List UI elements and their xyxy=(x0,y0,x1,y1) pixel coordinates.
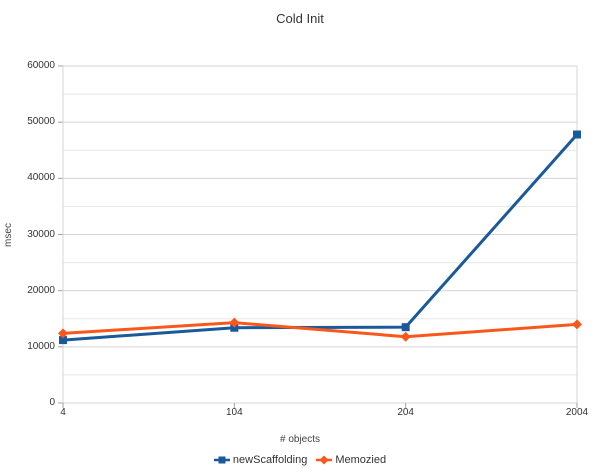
legend-diamond-icon xyxy=(316,455,333,465)
y-tick-label: 0 xyxy=(49,397,55,408)
series-marker-square xyxy=(573,130,581,139)
x-tick-label: 204 xyxy=(397,407,414,418)
series-line-0 xyxy=(62,133,579,342)
x-tick-label: 4 xyxy=(60,407,66,418)
y-tick-label: 60000 xyxy=(27,60,55,71)
legend-label: newScaffolding xyxy=(232,454,308,466)
series-line-1 xyxy=(62,321,578,339)
legend-square-icon xyxy=(213,456,230,464)
legend-label: Memozied xyxy=(335,454,387,466)
y-tick-label: 50000 xyxy=(27,116,55,128)
series-marker-diamond xyxy=(58,328,68,339)
y-tick-label: 20000 xyxy=(27,284,55,296)
x-tick-label: 2004 xyxy=(565,407,589,418)
series-marker-diamond xyxy=(400,331,411,342)
legend-item: newScaffolding xyxy=(213,454,308,466)
legend: newScaffolding Memozied xyxy=(0,454,600,466)
y-tick-label: 10000 xyxy=(27,340,55,352)
chart-title: Cold Init xyxy=(276,11,324,26)
x-axis-title: # objects xyxy=(279,434,321,445)
series-marker-diamond xyxy=(572,319,582,330)
y-tick-label: 30000 xyxy=(27,228,55,240)
y-tick-label: 40000 xyxy=(27,172,55,184)
legend-item: Memozied xyxy=(316,454,386,466)
x-tick-label: 104 xyxy=(225,407,243,418)
series-marker-square xyxy=(59,336,67,345)
series-marker-diamond xyxy=(229,317,240,328)
series-marker-square xyxy=(401,323,410,332)
series-marker-square xyxy=(230,323,239,332)
